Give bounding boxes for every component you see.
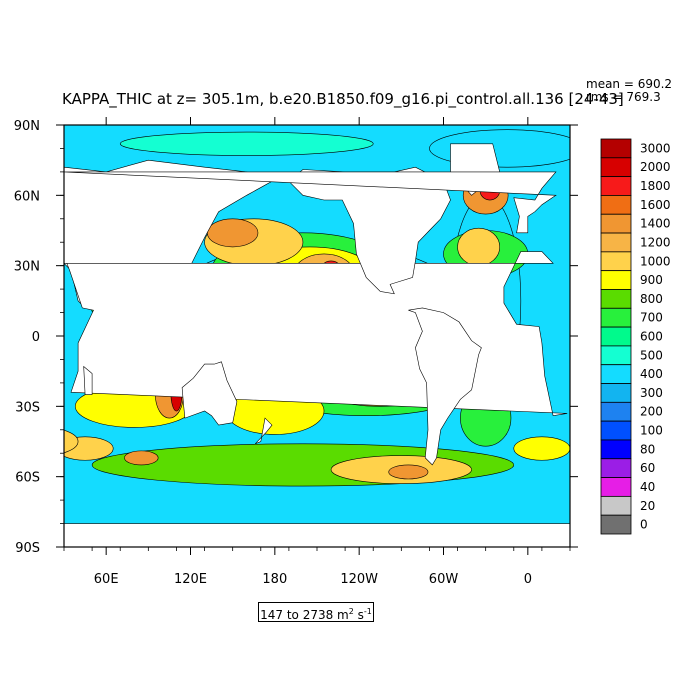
y-tick-label: 30N (14, 260, 40, 275)
colorbar-swatch (600, 138, 632, 159)
colorbar: 3000200018001600140012001000900800700600… (600, 138, 671, 535)
colorbar-label: 1800 (640, 179, 671, 193)
land-1 (64, 251, 568, 417)
land-9 (64, 523, 570, 547)
colorbar-label: 1600 (640, 198, 671, 212)
x-tick-label: 0 (524, 572, 532, 587)
colorbar-label: 3000 (640, 141, 671, 155)
contour-region-26 (64, 429, 79, 454)
y-tick-label: 0 (32, 330, 40, 345)
colorbar-label: 60 (640, 461, 655, 475)
range-label: 147 to 2738 m2 s-1 (258, 602, 374, 622)
colorbar-swatch (600, 345, 632, 366)
y-tick-label: 90N (14, 119, 40, 134)
land-6 (408, 307, 482, 466)
colorbar-swatch (600, 383, 632, 403)
colorbar-label: 1400 (640, 217, 671, 231)
colorbar-swatch (600, 326, 632, 347)
stat-rms: rms = 769.3 (586, 90, 661, 104)
contour-region-8 (207, 218, 259, 248)
chart-title: KAPPA_THIC at z= 305.1m, b.e20.B1850.f09… (62, 90, 624, 109)
x-tick-label: 120E (174, 572, 207, 587)
colorbar-label: 800 (640, 292, 663, 306)
axis-ticks: 60E 120E 180 120W 60W 0 90N 60N 30N 0 30S 60S 90S (14, 117, 578, 587)
x-tick-label: 60E (94, 572, 119, 587)
colorbar-swatch (600, 477, 632, 497)
y-tick-label: 30S (15, 400, 40, 415)
land-mask (64, 143, 570, 547)
land-3 (181, 361, 238, 426)
colorbar-label: 1200 (640, 235, 671, 249)
colorbar-swatch (600, 495, 632, 516)
contour-region-27 (513, 436, 570, 461)
stat-mean: mean = 690.2 (586, 77, 672, 91)
colorbar-swatch (600, 307, 632, 328)
colorbar-swatch (600, 420, 632, 441)
colorbar-label: 40 (640, 480, 655, 494)
land-4 (254, 417, 273, 445)
land-8 (64, 171, 557, 234)
y-tick-label: 60S (15, 471, 40, 486)
colorbar-swatch (600, 195, 632, 215)
plot-area (64, 125, 570, 547)
colorbar-swatch (600, 270, 632, 290)
x-tick-label: 60W (429, 572, 459, 587)
colorbar-swatch (600, 251, 632, 272)
colorbar-label: 700 (640, 311, 663, 325)
colorbar-swatch (600, 176, 632, 196)
colorbar-label: 200 (640, 405, 663, 419)
colorbar-swatch (600, 213, 632, 234)
colorbar-label: 500 (640, 348, 663, 362)
colorbar-label: 2000 (640, 160, 671, 174)
colorbar-swatch (600, 232, 632, 253)
land-2 (83, 365, 93, 395)
colorbar-label: 400 (640, 367, 663, 381)
colorbar-label: 600 (640, 330, 663, 344)
colorbar-swatch (600, 157, 632, 178)
contour-region-31 (119, 131, 374, 156)
colorbar-swatch (600, 514, 632, 535)
contour-region-25 (124, 450, 159, 466)
x-tick-label: 180 (262, 572, 287, 587)
colorbar-swatch (600, 289, 632, 309)
colorbar-label: 0 (640, 518, 648, 532)
colorbar-swatch (600, 458, 632, 478)
colorbar-swatch (600, 439, 632, 460)
colorbar-swatch (600, 364, 632, 384)
colorbar-label: 100 (640, 424, 663, 438)
colorbar-label: 1000 (640, 254, 671, 268)
colorbar-label: 900 (640, 273, 663, 287)
contour-region-14 (457, 227, 501, 266)
y-tick-label: 60N (14, 189, 40, 204)
colorbar-label: 20 (640, 499, 655, 513)
contour-region-23 (388, 464, 429, 480)
colorbar-label: 300 (640, 386, 663, 400)
colorbar-swatch (600, 401, 632, 422)
colorbar-label: 80 (640, 442, 655, 456)
y-tick-label: 90S (15, 541, 40, 556)
x-tick-label: 120W (340, 572, 378, 587)
